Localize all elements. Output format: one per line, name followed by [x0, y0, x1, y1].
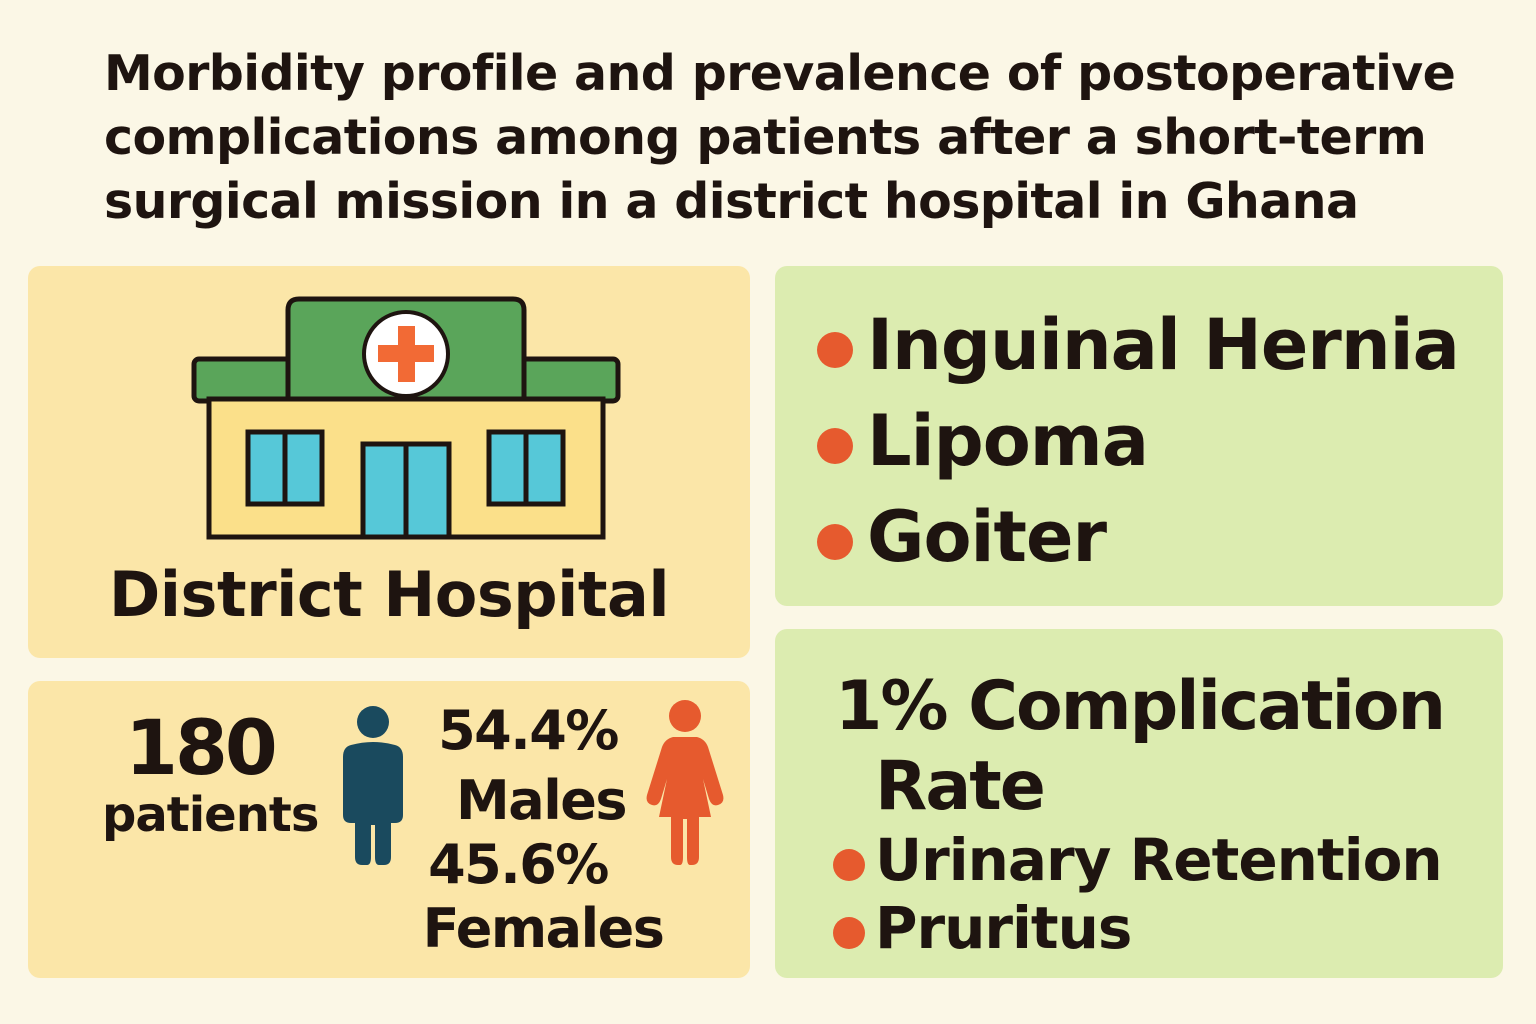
morbidity-item: Inguinal Hernia [867, 304, 1460, 386]
page-title: Morbidity profile and prevalence of post… [104, 42, 1504, 234]
complication-rate-line-1: 1% Complication [835, 667, 1446, 746]
bullet-dot-icon [817, 428, 853, 464]
complication-item: Pruritus [875, 894, 1132, 962]
morbidity-item: Goiter [867, 496, 1107, 578]
bullet-dot-icon [833, 917, 865, 949]
morbidity-panel: Inguinal Hernia Lipoma Goiter [775, 266, 1503, 606]
female-person-icon [646, 700, 724, 865]
morbidity-list: Inguinal Hernia Lipoma Goiter [817, 302, 1460, 590]
bullet-dot-icon [817, 332, 853, 368]
morbidity-item: Lipoma [867, 400, 1149, 482]
female-percent: 45.6% [428, 833, 609, 896]
female-label: Females [422, 897, 665, 960]
patient-count: 180 [125, 703, 278, 792]
hospital-building-icon [191, 296, 621, 540]
title-line-3: surgical mission in a district hospital … [104, 173, 1359, 230]
complication-item: Urinary Retention [875, 826, 1443, 894]
list-item: Inguinal Hernia [817, 302, 1460, 398]
complication-rate-line-2: Rate [875, 747, 1046, 826]
bullet-dot-icon [833, 849, 865, 881]
complications-panel: 1% Complication Rate Urinary Retention P… [775, 629, 1503, 978]
bullet-dot-icon [817, 524, 853, 560]
complications-list: Urinary Retention Pruritus [833, 826, 1443, 963]
list-item: Goiter [817, 494, 1459, 590]
complication-rate: 1% Complication Rate [835, 667, 1446, 827]
male-person-icon [343, 706, 403, 865]
patient-label: patients [102, 787, 319, 843]
list-item: Lipoma [817, 398, 1459, 494]
male-percent: 54.4% [438, 699, 619, 762]
list-item: Urinary Retention [833, 826, 1443, 895]
demographics-panel: 180 patients 54.4% Males 45.6% Females [28, 681, 750, 978]
title-line-1: Morbidity profile and prevalence of post… [104, 45, 1456, 102]
hospital-panel: District Hospital [28, 266, 750, 658]
male-label: Males [456, 769, 627, 832]
list-item: Pruritus [833, 895, 1442, 963]
hospital-label: District Hospital [108, 558, 670, 631]
title-line-2: complications among patients after a sho… [104, 109, 1427, 166]
